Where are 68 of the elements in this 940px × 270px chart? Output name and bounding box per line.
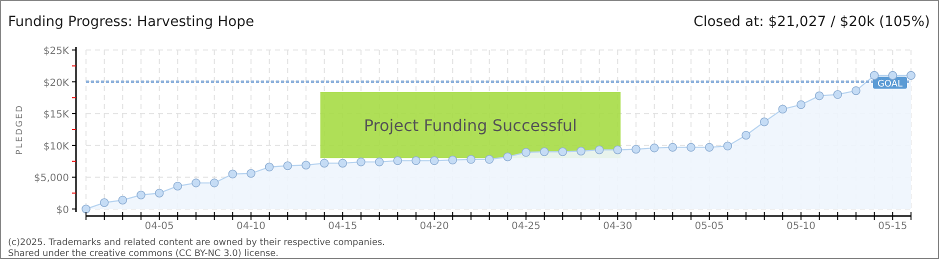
point: [283, 161, 292, 170]
point: [246, 168, 256, 178]
x-tick-label: 05-05: [694, 221, 724, 232]
point: [522, 148, 530, 157]
point: [154, 188, 164, 198]
point: [100, 198, 109, 208]
point: [796, 100, 806, 110]
y-tick-label: $20K: [43, 78, 70, 89]
chart-subtitle: Closed at: $21,027 / $20k (105%): [694, 14, 930, 30]
x-tick-label: 05-15: [878, 221, 908, 232]
chart-title: Funding Progress: Harvesting Hope: [8, 14, 254, 30]
x-tick-label: 04-15: [328, 221, 358, 232]
point: [540, 147, 549, 156]
point: [650, 144, 659, 152]
point: [118, 196, 128, 204]
x-tick-label: 04-05: [144, 221, 174, 232]
ref-line-label: GOAL: [877, 79, 903, 90]
point: [888, 71, 898, 80]
point: [192, 178, 200, 188]
point: [906, 71, 916, 80]
annotation: Project Funding Successful: [364, 116, 577, 136]
point: [412, 156, 420, 166]
point: [484, 154, 494, 164]
y-tick-label: $5,000: [34, 173, 69, 184]
y-tick-label: $25K: [43, 46, 70, 57]
point: [503, 152, 512, 162]
x-tick-label: 04-25: [511, 221, 541, 232]
y-tick-label: $15K: [43, 110, 70, 121]
point: [723, 142, 732, 150]
point: [393, 156, 402, 166]
point: [448, 156, 458, 164]
point: [760, 117, 769, 126]
point: [173, 182, 182, 191]
text: (c)2025. Trademarks and related content are owned by their respective companies.: [8, 238, 386, 248]
point: [136, 190, 146, 200]
point: [264, 162, 274, 172]
y-axis-title: PLEDGED: [15, 104, 25, 155]
point: [668, 142, 678, 152]
point: [338, 158, 348, 168]
point: [228, 170, 238, 178]
point: [466, 154, 476, 164]
point: [852, 86, 860, 96]
y-tick-label: $0: [56, 205, 69, 216]
point: [558, 147, 568, 156]
point: [833, 90, 842, 99]
point: [430, 156, 439, 166]
point: [374, 158, 384, 166]
point: [82, 204, 90, 214]
x-tick-label: 04-30: [603, 221, 632, 232]
x-tick-label: 05-10: [786, 221, 816, 232]
point: [594, 145, 604, 154]
point: [778, 104, 788, 114]
point: [320, 158, 329, 168]
text: Shared under the creative commons (CC BY-NC 3.0) license.: [8, 249, 279, 259]
point: [302, 160, 310, 170]
point: [870, 71, 879, 80]
point: [613, 145, 622, 154]
x-tick-label: 04-10: [236, 221, 266, 232]
point: [632, 144, 640, 154]
point: [356, 158, 366, 166]
point: [686, 142, 696, 152]
point: [576, 146, 586, 156]
point: [704, 142, 714, 152]
point: [742, 130, 750, 140]
point: [814, 91, 824, 100]
y-tick-label: $10K: [43, 141, 70, 152]
x-tick-label: 04-20: [420, 221, 449, 232]
point: [210, 178, 219, 188]
